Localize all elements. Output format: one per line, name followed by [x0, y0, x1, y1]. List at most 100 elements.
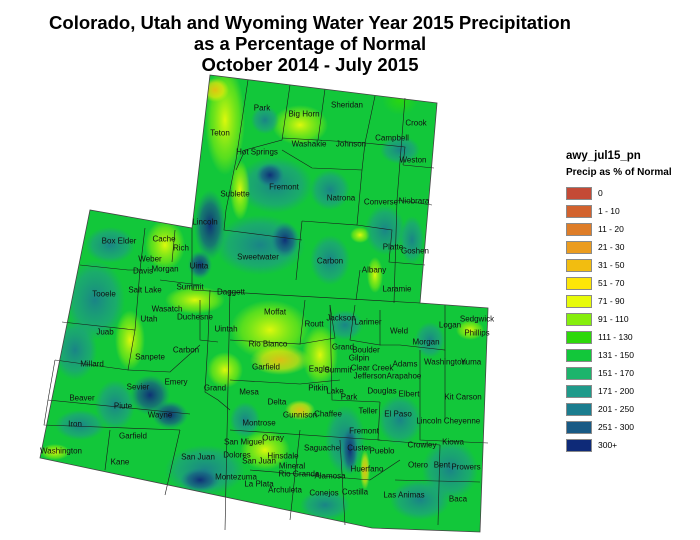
legend-label: 111 - 130: [598, 332, 633, 342]
county-label-colorado: Cheyenne: [443, 416, 481, 426]
legend-swatch: [566, 240, 592, 254]
legend-item: 111 - 130: [566, 328, 672, 346]
legend-item: 1 - 10: [566, 202, 672, 220]
county-label-colorado: Douglas: [367, 386, 397, 396]
legend-layer-name: awy_jul15_pn: [566, 150, 641, 162]
county-label-wyoming: Campbell: [375, 133, 409, 143]
county-label-wyoming: Uinta: [189, 261, 209, 271]
county-label-colorado: Lake: [326, 386, 344, 396]
county-label-wyoming: Park: [253, 103, 271, 113]
county-label-colorado: San Juan: [242, 456, 276, 466]
county-label-wyoming: Natrona: [326, 193, 356, 203]
county-label-colorado: Archuleta: [268, 485, 302, 495]
legend-item: 11 - 20: [566, 220, 672, 238]
county-label-utah: Garfield: [118, 431, 148, 441]
legend-label: 21 - 30: [598, 242, 625, 252]
county-label-colorado: Logan: [438, 320, 462, 330]
county-label-colorado: Bent: [433, 460, 451, 470]
county-label-colorado: Pitkin: [308, 383, 328, 393]
county-label-utah: Utah: [140, 314, 158, 324]
map-title: Colorado, Utah and Wyoming Water Year 20…: [0, 12, 620, 75]
county-label-wyoming: Hot Springs: [236, 147, 278, 157]
county-label-utah: Emery: [164, 377, 188, 387]
county-label-colorado: Adams: [392, 359, 418, 369]
county-label-utah: San Juan: [181, 452, 215, 462]
legend-label: 11 - 20: [598, 224, 624, 234]
legend-label: 31 - 50: [598, 260, 625, 270]
county-label-colorado: Arapahoe: [386, 371, 422, 381]
county-label-colorado: Boulder: [352, 345, 380, 355]
county-label-colorado: Weld: [389, 326, 409, 336]
legend-label: 1 - 10: [598, 206, 620, 216]
county-label-colorado: La Plata: [244, 479, 274, 489]
county-label-wyoming: Albany: [361, 265, 387, 275]
legend-swatch: [566, 366, 592, 380]
county-label-colorado: Custer: [347, 443, 371, 453]
county-label-colorado: Montezuma: [215, 472, 257, 482]
legend-swatch: [566, 294, 592, 308]
legend-item: 201 - 250: [566, 400, 672, 418]
county-label-utah: Daggett: [216, 287, 246, 297]
county-label-colorado: Kiowa: [442, 437, 464, 447]
county-label-wyoming: Carbon: [316, 256, 344, 266]
county-label-colorado: Jefferson: [353, 371, 387, 381]
county-label-wyoming: Platte: [382, 242, 404, 252]
county-borders: [43, 79, 489, 531]
county-label-colorado: Clear Creek: [350, 363, 394, 373]
county-label-colorado: Hinsdale: [267, 451, 299, 461]
county-label-colorado: Routt: [304, 319, 324, 329]
county-label-colorado: El Paso: [384, 409, 412, 419]
county-label-utah: Weber: [138, 254, 162, 264]
county-label-colorado: Morgan: [412, 337, 440, 347]
legend-label: 300+: [598, 440, 618, 450]
county-label-utah: Sanpete: [135, 352, 165, 362]
legend-label: 171 - 200: [598, 386, 634, 396]
county-label-colorado: Elbert: [398, 389, 420, 399]
county-label-utah: Box Elder: [101, 236, 137, 246]
county-label-utah: Tooele: [92, 289, 116, 299]
legend-label: 151 - 170: [598, 368, 634, 378]
county-label-wyoming: Goshen: [400, 246, 430, 256]
region-outline: [39, 74, 489, 533]
county-label-colorado: Larimer: [354, 317, 382, 327]
county-label-colorado: Grand: [331, 342, 355, 352]
county-label-wyoming: Sweetwater: [237, 252, 279, 262]
county-label-wyoming: Niobrara: [398, 196, 430, 206]
county-label-utah: Iron: [68, 419, 82, 429]
legend-swatch: [566, 330, 592, 344]
county-label-wyoming: Teton: [210, 128, 230, 138]
county-label-colorado: Saguache: [303, 443, 341, 453]
county-label-wyoming: Sublette: [220, 189, 250, 199]
county-label-utah: Carbon: [172, 345, 200, 355]
county-label-colorado: Lincoln: [416, 416, 442, 426]
county-label-colorado: Las Animas: [383, 490, 425, 500]
county-label-utah: Kane: [110, 457, 130, 467]
county-label-utah: Piute: [113, 401, 133, 411]
county-label-colorado: Pueblo: [369, 446, 395, 456]
county-label-wyoming: Fremont: [269, 182, 299, 192]
county-label-colorado: Moffat: [263, 307, 287, 317]
legend: awy_jul15_pn Precip as % of Normal 0 1 -…: [566, 150, 672, 454]
legend-swatch: [566, 258, 592, 272]
legend-item: 151 - 170: [566, 364, 672, 382]
county-label-colorado: Jackson: [326, 313, 356, 323]
legend-label: 201 - 250: [598, 404, 634, 414]
legend-label: 0: [598, 188, 603, 198]
county-label-colorado: Rio Grande: [278, 469, 320, 479]
county-label-colorado: Teller: [358, 406, 378, 416]
county-label-colorado: Prowers: [451, 462, 481, 472]
county-label-colorado: Mineral: [278, 461, 306, 471]
county-label-colorado: Dolores: [223, 450, 251, 460]
county-label-colorado: Ouray: [262, 433, 284, 443]
county-label-colorado: Mesa: [239, 387, 259, 397]
county-label-colorado: Montrose: [242, 418, 276, 428]
county-label-colorado: Crowley: [407, 440, 437, 450]
legend-item: 71 - 90: [566, 292, 672, 310]
county-label-wyoming: Lincoln: [192, 217, 218, 227]
legend-item: 131 - 150: [566, 346, 672, 364]
county-label-colorado: Conejos: [309, 488, 339, 498]
legend-label: 251 - 300: [598, 422, 634, 432]
legend-swatch: [566, 402, 592, 416]
county-label-utah: Millard: [80, 359, 104, 369]
county-label-utah: Uintah: [214, 324, 238, 334]
